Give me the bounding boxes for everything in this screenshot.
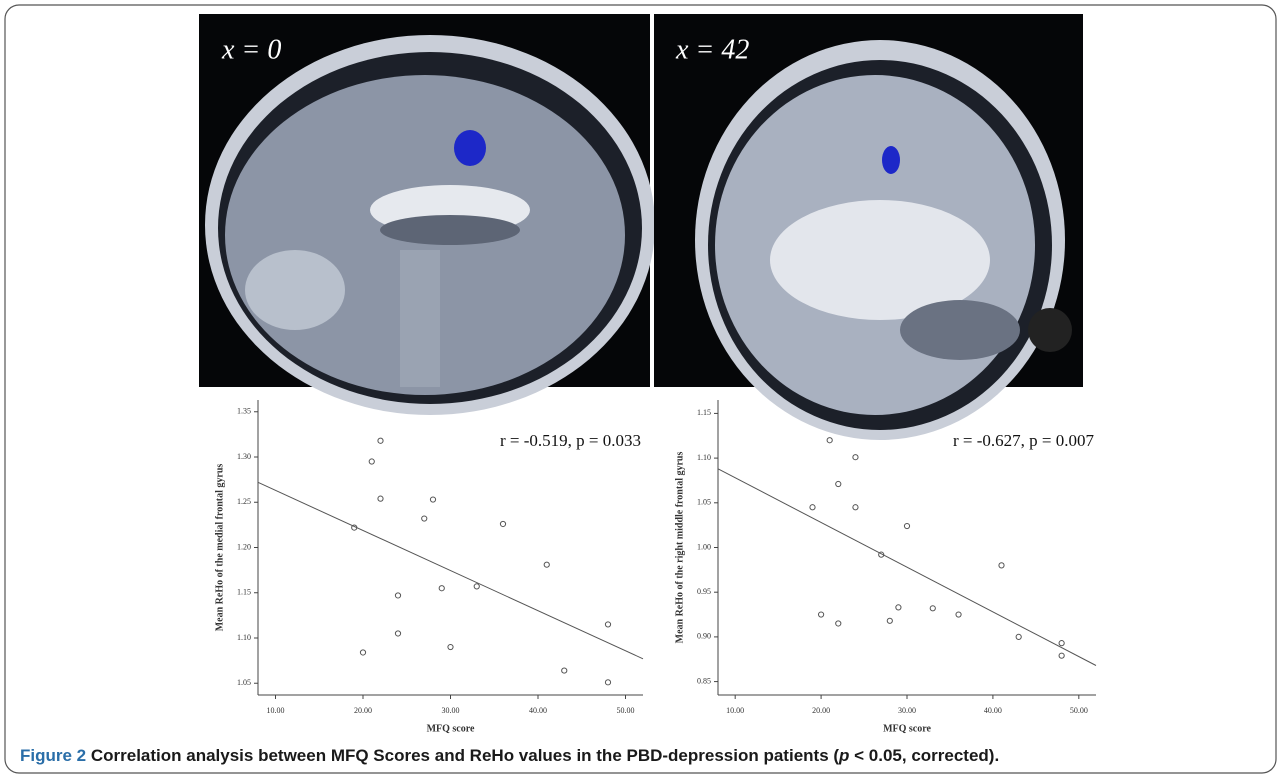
data-point	[1059, 641, 1064, 646]
data-point	[810, 505, 815, 510]
y-tick-label: 1.00	[697, 542, 711, 551]
data-point	[904, 523, 909, 528]
data-point	[853, 455, 858, 460]
annotation: r = -0.627, p = 0.007	[953, 431, 1094, 450]
y-tick-label: 1.05	[697, 498, 711, 507]
y-tick-label: 1.15	[237, 588, 251, 597]
data-point	[378, 496, 383, 501]
data-point	[562, 668, 567, 673]
x-tick-label: 50.00	[617, 706, 635, 715]
y-tick-label: 1.30	[237, 452, 251, 461]
data-point	[448, 644, 453, 649]
data-point	[887, 618, 892, 623]
annotation: r = -0.519, p = 0.033	[500, 431, 641, 450]
y-tick-label: 0.90	[697, 632, 711, 641]
data-point	[544, 562, 549, 567]
y-tick-label: 1.05	[237, 678, 251, 687]
data-point	[896, 605, 901, 610]
data-point	[930, 606, 935, 611]
data-point	[605, 680, 610, 685]
data-point	[395, 593, 400, 598]
y-tick-label: 0.85	[697, 676, 711, 685]
y-tick-label: 1.10	[237, 633, 251, 642]
data-point	[836, 621, 841, 626]
trend-line	[258, 482, 643, 658]
x-tick-label: 40.00	[529, 706, 547, 715]
data-point	[956, 612, 961, 617]
data-point	[500, 521, 505, 526]
x-tick-label: 20.00	[354, 706, 372, 715]
y-tick-label: 1.15	[697, 408, 711, 417]
data-point	[818, 612, 823, 617]
y-tick-label: 1.10	[697, 453, 711, 462]
data-point	[474, 584, 479, 589]
brain-image-right: x = 42	[654, 14, 1083, 440]
y-tick-label: 1.20	[237, 542, 251, 551]
data-point	[378, 438, 383, 443]
y-tick-label: 1.35	[237, 407, 251, 416]
data-point	[422, 516, 427, 521]
data-point	[836, 481, 841, 486]
figure: x = 0 x = 42 1.05 1.10 1.15 1.20 1.25 1.30 1.3…	[0, 0, 1282, 778]
x-tick-label: 30.00	[442, 706, 460, 715]
caption-text: Correlation analysis between MFQ Scores …	[86, 746, 839, 765]
image-label: x = 0	[221, 34, 281, 65]
caption-text: p	[839, 746, 849, 765]
x-tick-label: 20.00	[812, 706, 830, 715]
data-point	[853, 505, 858, 510]
data-point	[827, 438, 832, 443]
figure-canvas: x = 0 x = 42 1.05 1.10 1.15 1.20 1.25 1.30 1.3…	[0, 0, 1282, 778]
data-point	[1059, 653, 1064, 658]
x-tick-label: 50.00	[1070, 706, 1088, 715]
x-tick-label: 30.00	[898, 706, 916, 715]
trend-line	[718, 469, 1096, 666]
x-axis-label: MFQ score	[883, 723, 931, 734]
data-point	[999, 563, 1004, 568]
data-point	[360, 650, 365, 655]
image-label: x = 42	[675, 34, 749, 65]
caption-text: < 0.05, corrected).	[849, 746, 999, 765]
data-point	[430, 497, 435, 502]
brain-image-left: x = 0	[199, 14, 655, 415]
data-point	[439, 586, 444, 591]
caption-label: Figure 2	[20, 746, 86, 765]
x-tick-label: 40.00	[984, 706, 1002, 715]
x-tick-label: 10.00	[267, 706, 285, 715]
data-point	[1016, 634, 1021, 639]
data-point	[369, 459, 374, 464]
caption: Figure 2 Correlation analysis between MF…	[20, 746, 999, 766]
data-point	[605, 622, 610, 627]
y-tick-label: 1.25	[237, 497, 251, 506]
x-axis-label: MFQ score	[427, 723, 475, 734]
data-point	[395, 631, 400, 636]
y-tick-label: 0.95	[697, 587, 711, 596]
y-axis-label: Mean ReHo of the right middle frontal gy…	[674, 452, 685, 644]
y-axis-label: Mean ReHo of the medial frontal gyrus	[214, 464, 225, 632]
x-tick-label: 10.00	[726, 706, 744, 715]
